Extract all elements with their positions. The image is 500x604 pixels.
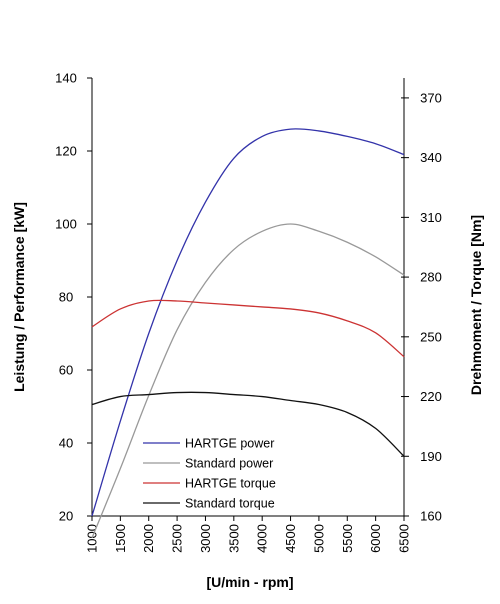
right-y-tick-label: 220 <box>420 389 442 404</box>
x-tick-label: 4500 <box>283 524 298 553</box>
x-tick-label: 2500 <box>170 524 185 553</box>
x-axis-title: [U/min - rpm] <box>206 574 293 590</box>
left-y-tick-label: 60 <box>59 363 73 378</box>
left-y-tick-label: 40 <box>59 436 73 451</box>
series-line-standard-torque <box>91 391 405 457</box>
right-y-tick-label: 190 <box>420 449 442 464</box>
left-y-tick-label: 100 <box>55 217 77 232</box>
x-tick-label: 6000 <box>368 524 383 553</box>
legend: HARTGE power Standard power HARTGE torque S… <box>143 437 276 511</box>
series-line-standard-power <box>91 223 405 539</box>
left-y-tick-label: 120 <box>55 144 77 159</box>
series-line-hartge-torque <box>91 299 405 358</box>
right-y-tick-label: 370 <box>420 90 442 105</box>
x-tick-label: 4000 <box>255 524 270 553</box>
tick-marks-and-labels: 20 40 60 80 100 120 140 160 190 220 250 280 310 340 37… <box>55 71 442 553</box>
data-series <box>91 128 405 539</box>
left-y-tick-label: 140 <box>55 71 77 86</box>
series-line-hartge-power <box>91 128 405 517</box>
left-y-tick-label: 80 <box>59 290 73 305</box>
left-y-tick-label: 20 <box>59 509 73 524</box>
legend-label-standard-power: Standard power <box>185 457 273 471</box>
right-y-tick-label: 280 <box>420 270 442 285</box>
right-y-tick-label: 340 <box>420 150 442 165</box>
right-y-tick-label: 160 <box>420 509 442 524</box>
right-y-tick-label: 310 <box>420 210 442 225</box>
x-tick-label: 6500 <box>397 524 412 553</box>
legend-label-hartge-torque: HARTGE torque <box>185 477 276 491</box>
x-tick-label: 2000 <box>141 524 156 553</box>
legend-label-standard-torque: Standard torque <box>185 497 275 511</box>
x-tick-label: 1500 <box>113 524 128 553</box>
x-tick-label: 5500 <box>340 524 355 553</box>
x-tick-label: 5000 <box>311 524 326 553</box>
legend-label-hartge-power: HARTGE power <box>185 437 274 451</box>
x-tick-label: 1000 <box>85 524 100 553</box>
x-tick-label: 3000 <box>198 524 213 553</box>
x-tick-label: 3500 <box>226 524 241 553</box>
right-y-axis-title: Drehmoment / Torque [Nm] <box>468 215 484 395</box>
right-y-tick-label: 250 <box>420 329 442 344</box>
left-y-axis-title: Leistung / Performance [kW] <box>11 202 27 392</box>
